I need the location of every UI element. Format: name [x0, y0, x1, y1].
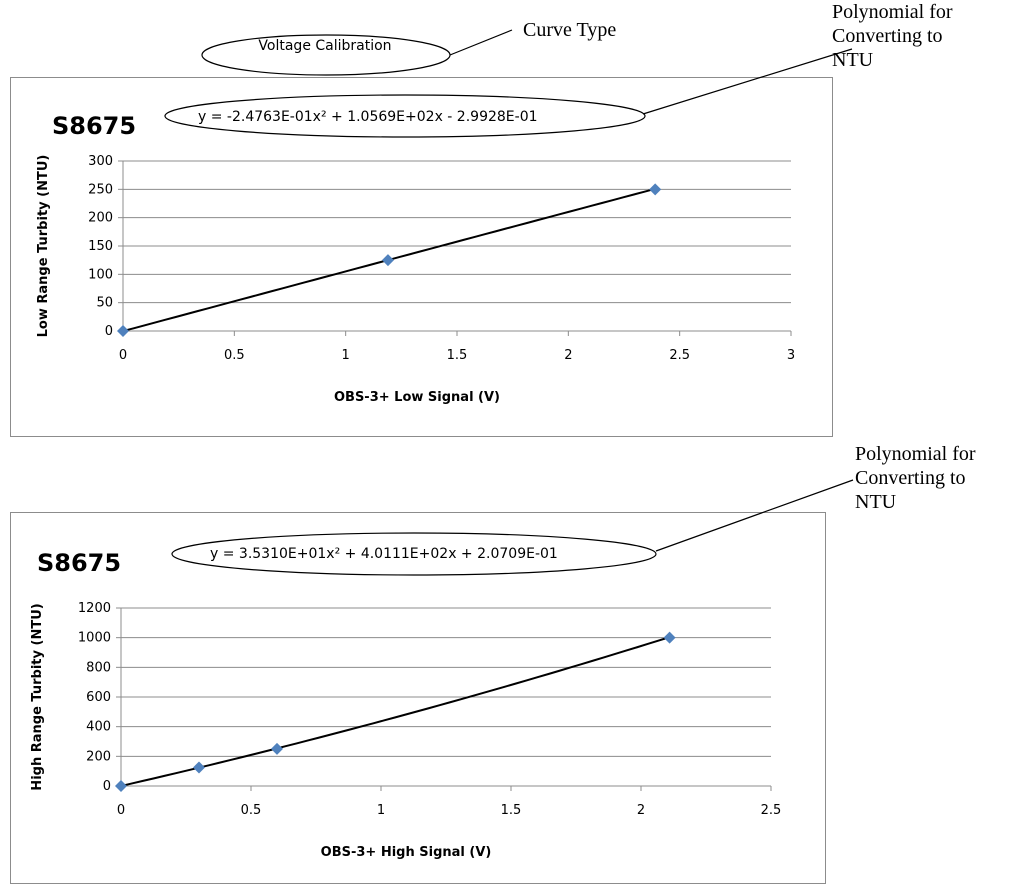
- x-tick-label: 2.5: [761, 803, 782, 818]
- x-tick-label: 1: [342, 348, 350, 363]
- high-range-chart: S8675 y = 3.5310E+01x² + 4.0111E+02x + 2…: [10, 512, 826, 884]
- high-range-plot: 0 200 400 600 800 1000 1200 0 0.5 1 1.5 2 2.5 OBS-3+ …: [30, 601, 782, 860]
- data-point: [381, 254, 394, 267]
- x-tick-label: 1.5: [447, 348, 468, 363]
- y-tick-label: 50: [96, 296, 113, 311]
- y-tick-label: 600: [86, 690, 111, 705]
- data-point: [271, 742, 283, 755]
- x-tick-label: 0: [117, 803, 125, 818]
- y-tick-label: 400: [86, 720, 111, 735]
- curve-type-label: Curve Type: [523, 19, 617, 41]
- y-axis-title: High Range Turbity (NTU): [30, 603, 45, 790]
- equation-oval-bottom: [171, 532, 657, 576]
- voltage-calibration-oval: [201, 34, 451, 76]
- y-tick-label: 300: [88, 154, 113, 169]
- x-axis-title: OBS-3+ Low Signal (V): [334, 390, 500, 405]
- chart-title: S8675: [37, 549, 122, 577]
- voltage-calibration-label: Voltage Calibration: [258, 38, 392, 54]
- x-tick-label: 3: [787, 348, 795, 363]
- y-axis-title: Low Range Turbity (NTU): [36, 155, 51, 338]
- x-tick-label: 2.5: [669, 348, 690, 363]
- x-tick-label: 0: [119, 348, 127, 363]
- y-tick-label: 1000: [78, 631, 111, 646]
- data-point: [115, 780, 127, 792]
- y-tick-label: 100: [88, 267, 113, 282]
- x-tick-label: 0.5: [224, 348, 245, 363]
- low-range-plot: 0 50 100 150 200 250 300 0 0.5 1 1.5 2 2.5 3 OBS-3+ Lo…: [36, 154, 795, 405]
- y-tick-label: 250: [88, 182, 113, 197]
- data-point: [117, 325, 129, 337]
- x-tick-label: 2: [637, 803, 645, 818]
- polynomial-note-top: Polynomial for Converting to NTU: [832, 1, 953, 71]
- data-point: [649, 183, 662, 196]
- polynomial-note-bottom: Polynomial for Converting to NTU: [855, 443, 976, 513]
- y-tick-label: 150: [88, 239, 113, 254]
- equation-label: y = -2.4763E-01x² + 1.0569E+02x - 2.9928…: [198, 109, 538, 125]
- y-tick-label: 200: [88, 211, 113, 226]
- y-tick-label: 800: [86, 660, 111, 675]
- equation-label: y = 3.5310E+01x² + 4.0111E+02x + 2.0709E…: [210, 546, 558, 562]
- data-point: [663, 631, 676, 644]
- equation-oval-top: [164, 94, 646, 138]
- x-tick-label: 2: [564, 348, 572, 363]
- y-tick-label: 0: [105, 324, 113, 339]
- x-tick-label: 1: [377, 803, 385, 818]
- trendline: [120, 636, 670, 787]
- y-tick-label: 200: [86, 749, 111, 764]
- y-tick-label: 0: [103, 779, 111, 794]
- x-tick-label: 0.5: [241, 803, 262, 818]
- polynomial-leader-top: [642, 48, 853, 115]
- chart-title: S8675: [52, 112, 137, 140]
- curve-type-leader: [449, 29, 513, 56]
- x-tick-label: 1.5: [501, 803, 522, 818]
- y-tick-label: 1200: [78, 601, 111, 616]
- polynomial-leader-bottom: [655, 479, 854, 552]
- x-axis-title: OBS-3+ High Signal (V): [321, 845, 492, 860]
